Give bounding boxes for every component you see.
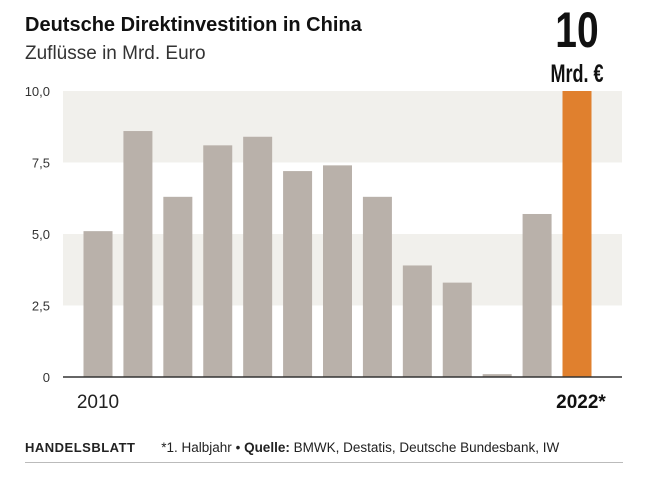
bar-2018 [402,265,432,377]
bar-2012 [163,196,193,377]
bar-2019 [442,282,472,377]
bar-2015 [283,171,313,377]
grid-band [63,91,622,163]
footer-separator: • [235,440,241,455]
chart-title: Deutsche Direktinvestition in China [25,14,362,36]
bar-2013 [203,145,233,377]
x-axis-ticks: 2010 2022* [77,392,607,413]
footnote: *1. Halbjahr [161,440,232,455]
y-tick-label: 10,0 [25,84,50,99]
source-label: Quelle: [244,440,290,455]
bar-2014 [243,136,273,377]
y-tick-label: 2,5 [32,299,50,314]
bars [83,91,592,377]
bar-2020 [482,374,512,377]
bar-2016 [323,165,352,377]
bar-chart: 0 2,5 5,0 7,5 10,0 2010 2022* 10 Mrd. € [25,1,622,413]
callout-unit: Mrd. € [551,59,604,88]
x-tick-label-first: 2010 [77,392,119,413]
footer-rule [25,462,623,463]
x-tick-label-last: 2022* [556,392,606,413]
bar-2010 [83,231,113,377]
bar-2011 [123,131,153,377]
source-text: BMWK, Destatis, Deutsche Bundesbank, IW [293,440,560,455]
footer: HANDELSBLATT *1. Halbjahr • Quelle: BMWK… [25,440,559,455]
y-tick-label: 5,0 [32,227,50,242]
brand-logo: HANDELSBLATT [25,440,136,455]
chart-subtitle: Zuflüsse in Mrd. Euro [25,43,206,64]
y-tick-label: 7,5 [32,156,50,171]
y-tick-label: 0 [43,370,50,385]
y-axis-ticks: 0 2,5 5,0 7,5 10,0 [25,84,50,385]
bar-2021 [522,213,552,377]
bar-2022 [562,91,592,377]
callout-value: 10 [555,1,598,58]
bar-2017 [362,196,392,377]
